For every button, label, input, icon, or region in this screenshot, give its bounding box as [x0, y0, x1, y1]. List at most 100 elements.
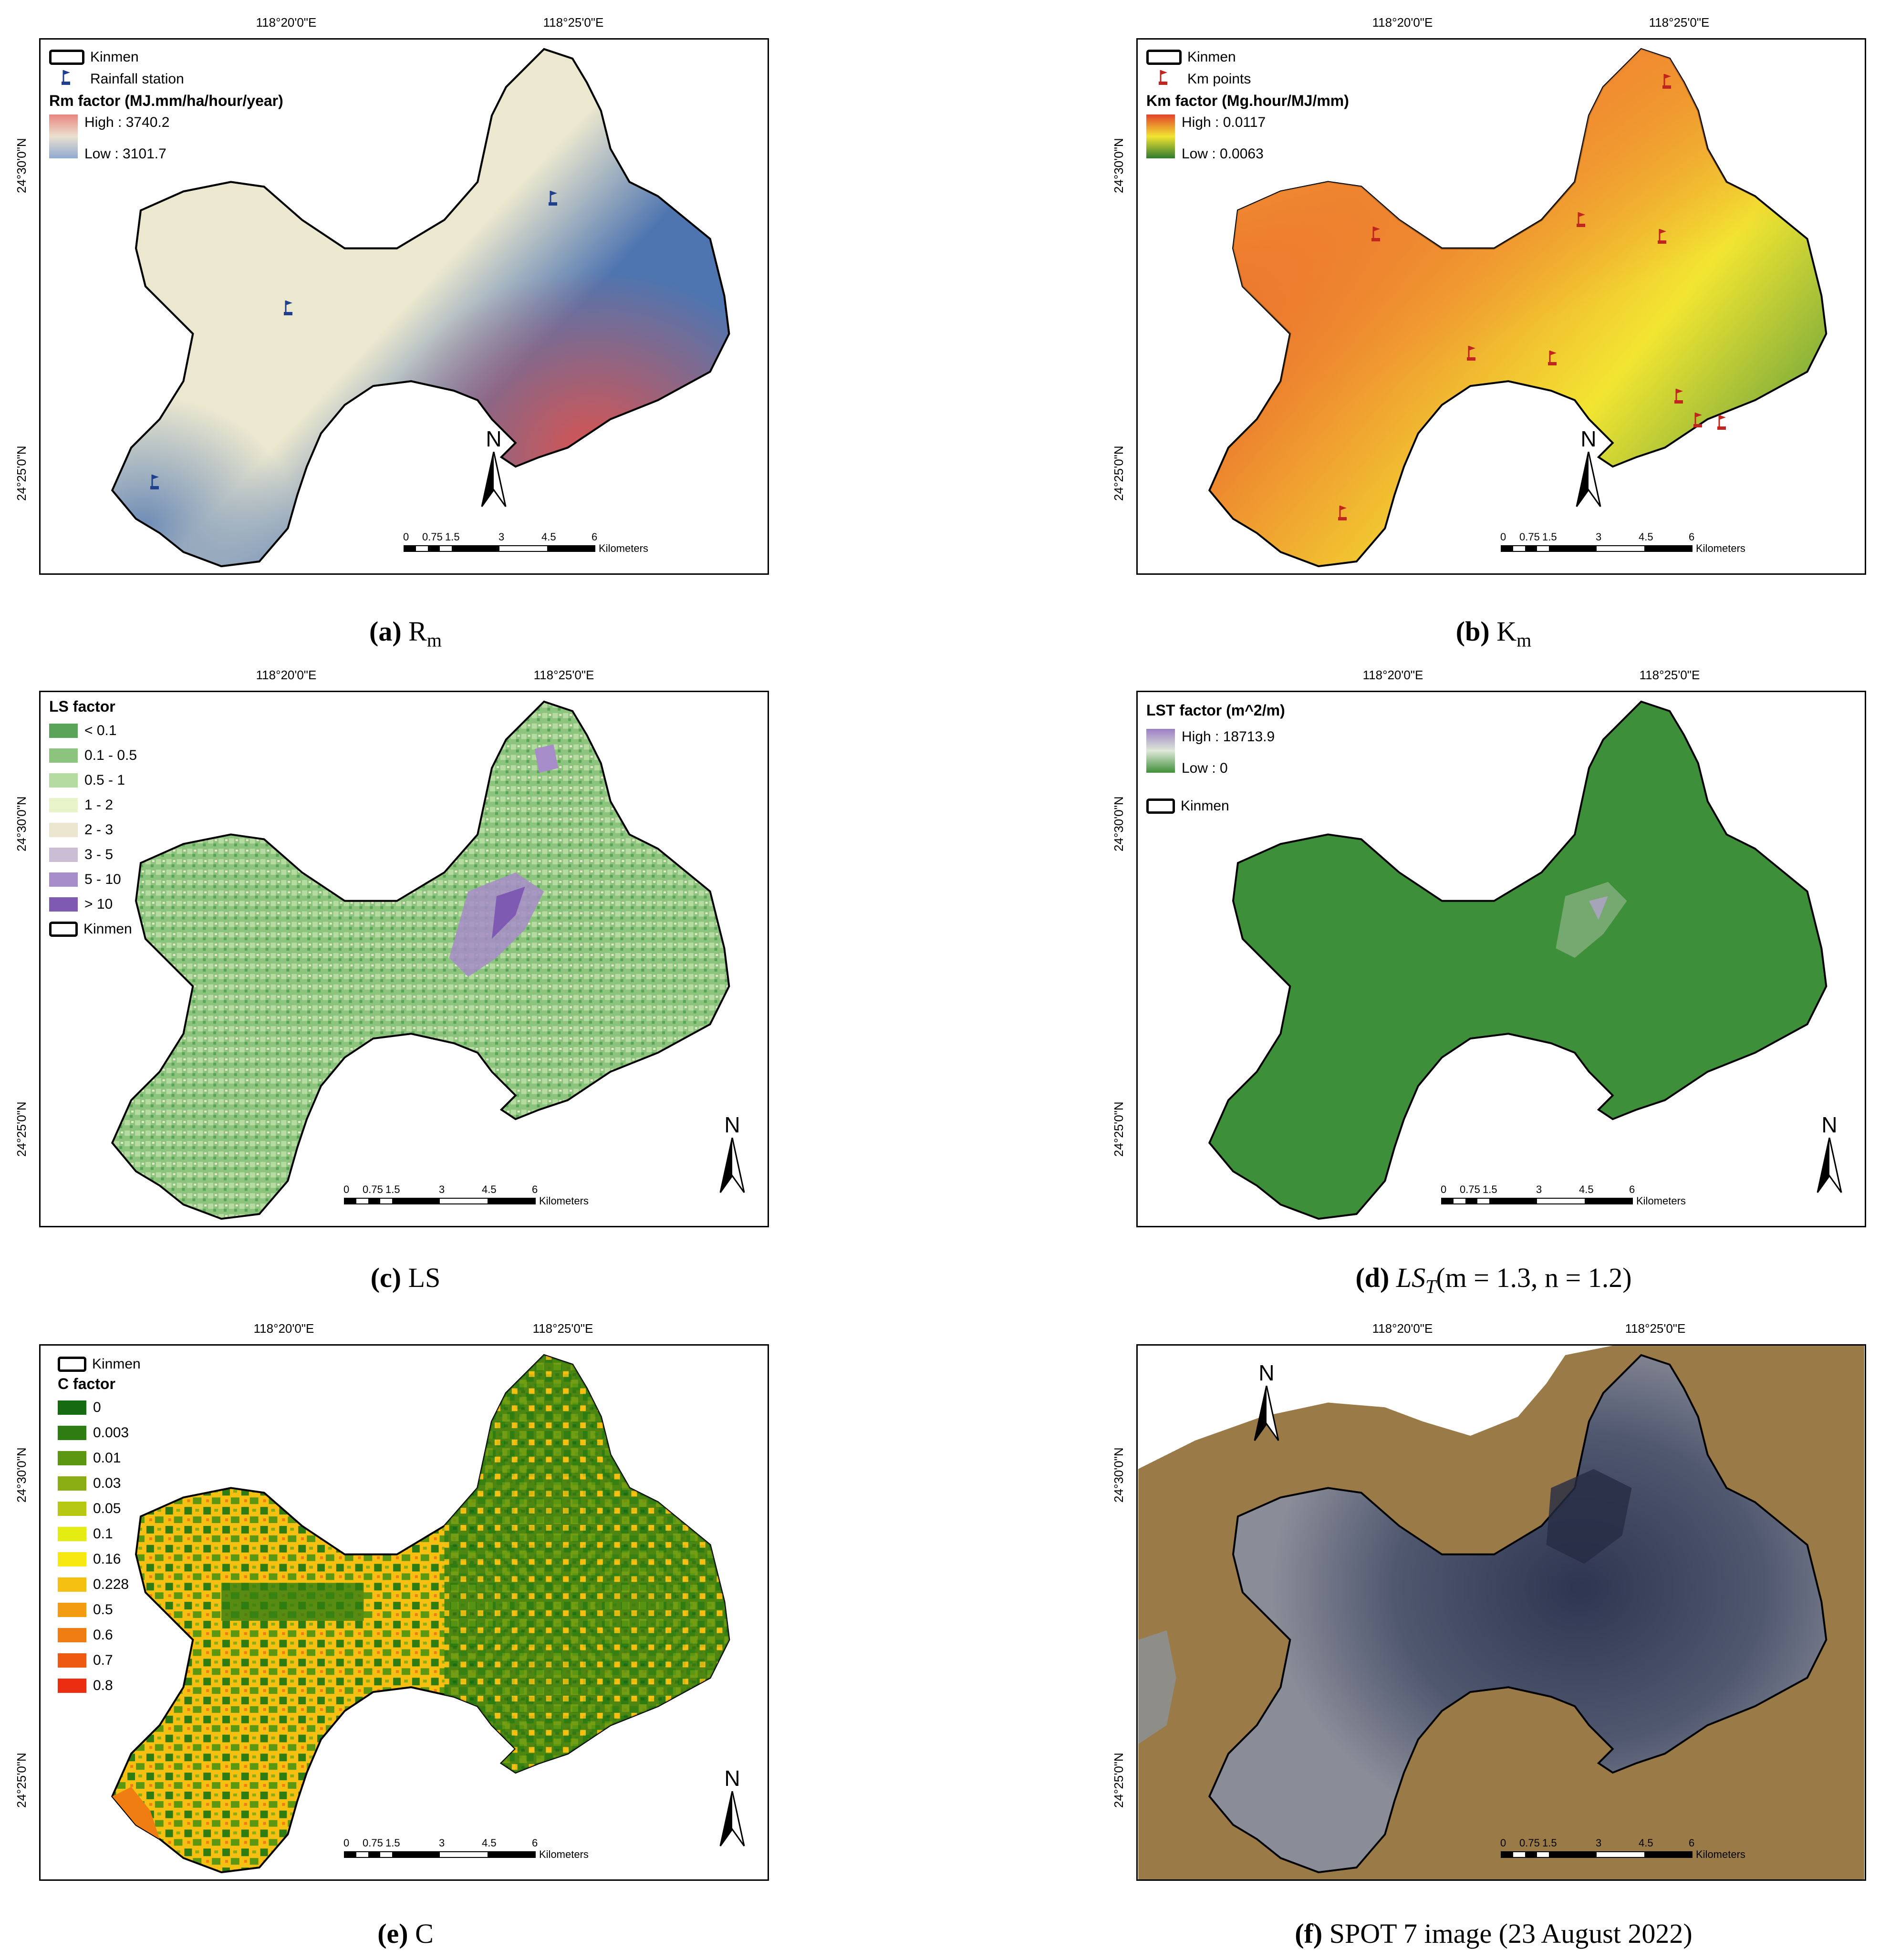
legend-class-label: 5 - 10 [84, 871, 121, 887]
north-arrow: N [1810, 1112, 1848, 1197]
kinmen-island-d [1208, 700, 1828, 1220]
km-point-marker [1371, 226, 1382, 244]
caption-d: (d) LST(m = 1.3, n = 1.2) [1355, 1262, 1632, 1297]
lat-label-1: 24°30'0"N [1111, 138, 1126, 193]
legend-class-label: 0.003 [93, 1424, 129, 1441]
km-point-marker [1717, 414, 1728, 433]
north-arrow-icon [481, 451, 507, 507]
map-frame-c: LS factor < 0.1 0.1 - 0.5 0.5 - 1 1 - 2 … [39, 691, 769, 1227]
legend-class-label: 0.1 - 0.5 [84, 747, 137, 763]
legend-swatch [58, 1425, 86, 1440]
legend-kinmen-label: Kinmen [1181, 798, 1229, 814]
legend-swatch [58, 1577, 86, 1592]
scale-unit: Kilometers [539, 1848, 589, 1860]
legend-high-label: High : 0.0117 [1182, 114, 1266, 130]
legend-class-label: 0 [93, 1399, 101, 1415]
lon-label-2: 118°25'0"E [532, 1321, 593, 1336]
lon-label-1: 118°20'0"E [1372, 1321, 1433, 1336]
legend-swatch [58, 1526, 86, 1541]
legend-title: LST factor (m^2/m) [1146, 702, 1285, 719]
legend-swatch [49, 823, 78, 837]
panel-d: 118°20'0"E 118°25'0"E 24°30'0"N 24°25'0"… [1097, 658, 1890, 1312]
legend-class-label: 0.5 - 1 [84, 772, 125, 788]
legend-class-label: 1 - 2 [84, 797, 114, 813]
map-a-svg [111, 48, 730, 568]
legend-low-label: Low : 0.0063 [1182, 146, 1264, 162]
legend-low-label: Low : 3101.7 [84, 146, 166, 162]
legend-swatch [49, 724, 78, 738]
legend-swatch [58, 1476, 86, 1491]
legend-c: LS factor < 0.1 0.1 - 0.5 0.5 - 1 1 - 2 … [49, 698, 137, 942]
gradient-ramp [1146, 114, 1175, 158]
scale-unit: Kilometers [599, 542, 648, 554]
panel-a: 118°20'0"E 118°25'0"E 24°30'0"N 24°25'0"… [0, 0, 811, 658]
legend-b: Kinmen Km points Km factor (Mg.hour/MJ/m… [1146, 46, 1349, 167]
lat-label-1: 24°30'0"N [14, 1447, 29, 1503]
north-arrow: N [1569, 426, 1608, 511]
lon-label-2: 118°25'0"E [543, 15, 604, 30]
legend-d: LST factor (m^2/m) High : 18713.9 Low : 0… [1146, 702, 1285, 819]
km-point-marker [1548, 350, 1558, 368]
north-label: N [724, 1766, 740, 1791]
legend-kinmen-label: Kinmen [92, 1356, 141, 1372]
map-e-svg [111, 1354, 730, 1874]
caption-b: (b) Km [1455, 616, 1532, 651]
legend-swatch [49, 773, 78, 788]
north-arrow-icon [1254, 1385, 1279, 1441]
kinmen-island-f [1208, 1354, 1828, 1874]
legend-swatch [49, 872, 78, 887]
legend-swatch [58, 1653, 86, 1668]
kinmen-outline-swatch [49, 50, 84, 65]
lat-label-2: 24°25'0"N [14, 1101, 29, 1157]
legend-title: Rm factor (MJ.mm/ha/hour/year) [49, 92, 283, 109]
caption-c: (c) LS [370, 1262, 441, 1293]
caption-a: (a) Rm [369, 616, 442, 651]
caption-f: (f) SPOT 7 image (23 August 2022) [1295, 1918, 1693, 1949]
north-label: N [1580, 426, 1597, 451]
legend-e: Kinmen C factor 0 0.003 0.01 0.03 0.05 0… [58, 1353, 141, 1698]
km-point-marker [1693, 412, 1704, 430]
legend-class-label: 0.01 [93, 1450, 121, 1466]
north-label: N [724, 1112, 740, 1137]
map-f-svg [1138, 1346, 1864, 1879]
north-arrow-icon [719, 1791, 745, 1846]
legend-swatch [49, 798, 78, 812]
rainfall-station-marker [549, 190, 559, 208]
lon-label-1: 118°20'0"E [1362, 668, 1423, 682]
north-arrow-icon [1817, 1137, 1842, 1193]
legend-station-label: Km points [1187, 71, 1251, 87]
scale-unit: Kilometers [1696, 1848, 1745, 1860]
legend-high-label: High : 3740.2 [84, 114, 170, 130]
legend-swatch [58, 1501, 86, 1516]
legend-kinmen-label: Kinmen [83, 921, 132, 937]
km-point-marker [1577, 211, 1587, 230]
kinmen-outline-swatch [58, 1357, 86, 1372]
gradient-ramp [1146, 729, 1175, 773]
scale-bar: 0 0.75 1.5 3 4.5 6 Kilometers [1500, 1837, 1745, 1860]
flag-icon [49, 69, 84, 89]
scale-bar: 0 0.75 1.5 3 4.5 6 Kilometers [1441, 1183, 1686, 1207]
map-frame-e: Kinmen C factor 0 0.003 0.01 0.03 0.05 0… [39, 1344, 769, 1881]
kinmen-island-c [111, 700, 730, 1220]
map-b-svg [1208, 48, 1828, 568]
lat-label-2: 24°25'0"N [14, 1753, 29, 1808]
legend-a: Kinmen Rainfall station Rm factor (MJ.mm… [49, 46, 283, 167]
legend-title: C factor [58, 1375, 115, 1392]
lon-label-1: 118°20'0"E [253, 1321, 314, 1336]
km-point-marker [1662, 73, 1673, 92]
legend-class-label: 0.03 [93, 1475, 121, 1491]
lat-label-1: 24°30'0"N [1111, 1447, 1126, 1503]
legend-class-label: 0.228 [93, 1576, 129, 1592]
caption-e: (e) C [377, 1918, 434, 1949]
north-arrow-icon [719, 1137, 745, 1193]
km-point-marker [1674, 388, 1685, 406]
map-frame-b: Kinmen Km points Km factor (Mg.hour/MJ/m… [1136, 38, 1866, 575]
rainfall-station-marker [284, 300, 294, 318]
north-label: N [1821, 1112, 1838, 1137]
legend-swatch [58, 1451, 86, 1465]
legend-class-label: 0.5 [93, 1601, 113, 1618]
rainfall-station-marker [150, 474, 161, 492]
scale-unit: Kilometers [539, 1195, 589, 1207]
legend-title: Km factor (Mg.hour/MJ/mm) [1146, 92, 1349, 109]
legend-high-label: High : 18713.9 [1182, 729, 1275, 745]
